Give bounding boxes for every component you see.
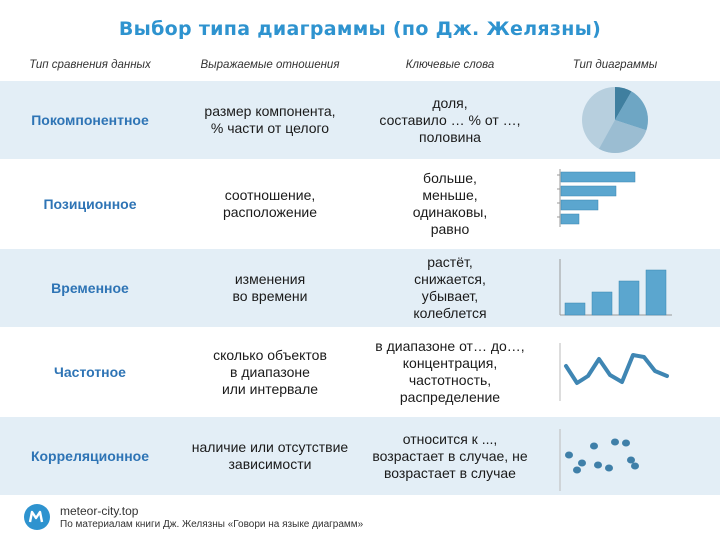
scatter-chart-icon [559, 429, 639, 491]
comparison-type: Временное [51, 279, 129, 296]
header-data-type: Тип сравнения данных [29, 59, 151, 71]
comparison-type: Корреляционное [30, 447, 150, 464]
vertical-bar-chart-icon [559, 259, 672, 316]
keywords-text: в диапазоне от… до…, концентрация, часто… [375, 338, 525, 405]
pie-chart-icon [582, 86, 648, 153]
relation-text: изменения во времени [232, 271, 308, 304]
relation-text: размер компонента, % части от целого [204, 103, 336, 136]
table-row: Корреляционное наличие или отсутствие за… [0, 417, 720, 495]
keywords-text: растёт, снижается, убывает, колеблется [413, 254, 487, 321]
line-chart-icon [559, 343, 669, 401]
table-row: Временное изменения во времени растёт, с… [0, 249, 720, 327]
keywords-text: больше, меньше, одинаковы, равно [412, 170, 488, 237]
keywords-text: относится к ..., возрастает в случае, не… [372, 430, 528, 481]
meteor-city-logo [24, 504, 50, 530]
page-title: Выбор типа диаграммы (по Дж. Желязны) [118, 18, 602, 40]
horizontal-bar-chart-icon [557, 169, 636, 227]
keywords-text: доля, составило … % от …, половина [379, 94, 521, 145]
table-row: Покомпонентное размер компонента, % част… [0, 81, 720, 159]
table-row: Позиционное соотношение, расположение бо… [0, 165, 720, 243]
relation-text: сколько объектов в диапазоне или интерва… [213, 346, 327, 397]
relation-text: наличие или отсутствие зависимости [191, 439, 349, 472]
comparison-type: Позиционное [43, 195, 137, 212]
footer-source-note: По материалам книги Дж. Желязны «Говори … [60, 519, 364, 530]
header-chart-type: Тип диаграммы [572, 59, 658, 71]
header-keywords: Ключевые слова [405, 59, 495, 71]
comparison-type: Частотное [54, 363, 126, 380]
footer-site[interactable]: meteor-city.top [60, 504, 139, 518]
table-row: Частотное сколько объектов в диапазоне и… [0, 333, 720, 411]
relation-text: соотношение, расположение [222, 187, 318, 220]
header-relation: Выражаемые отношения [200, 59, 340, 71]
comparison-type: Покомпонентное [31, 111, 149, 128]
